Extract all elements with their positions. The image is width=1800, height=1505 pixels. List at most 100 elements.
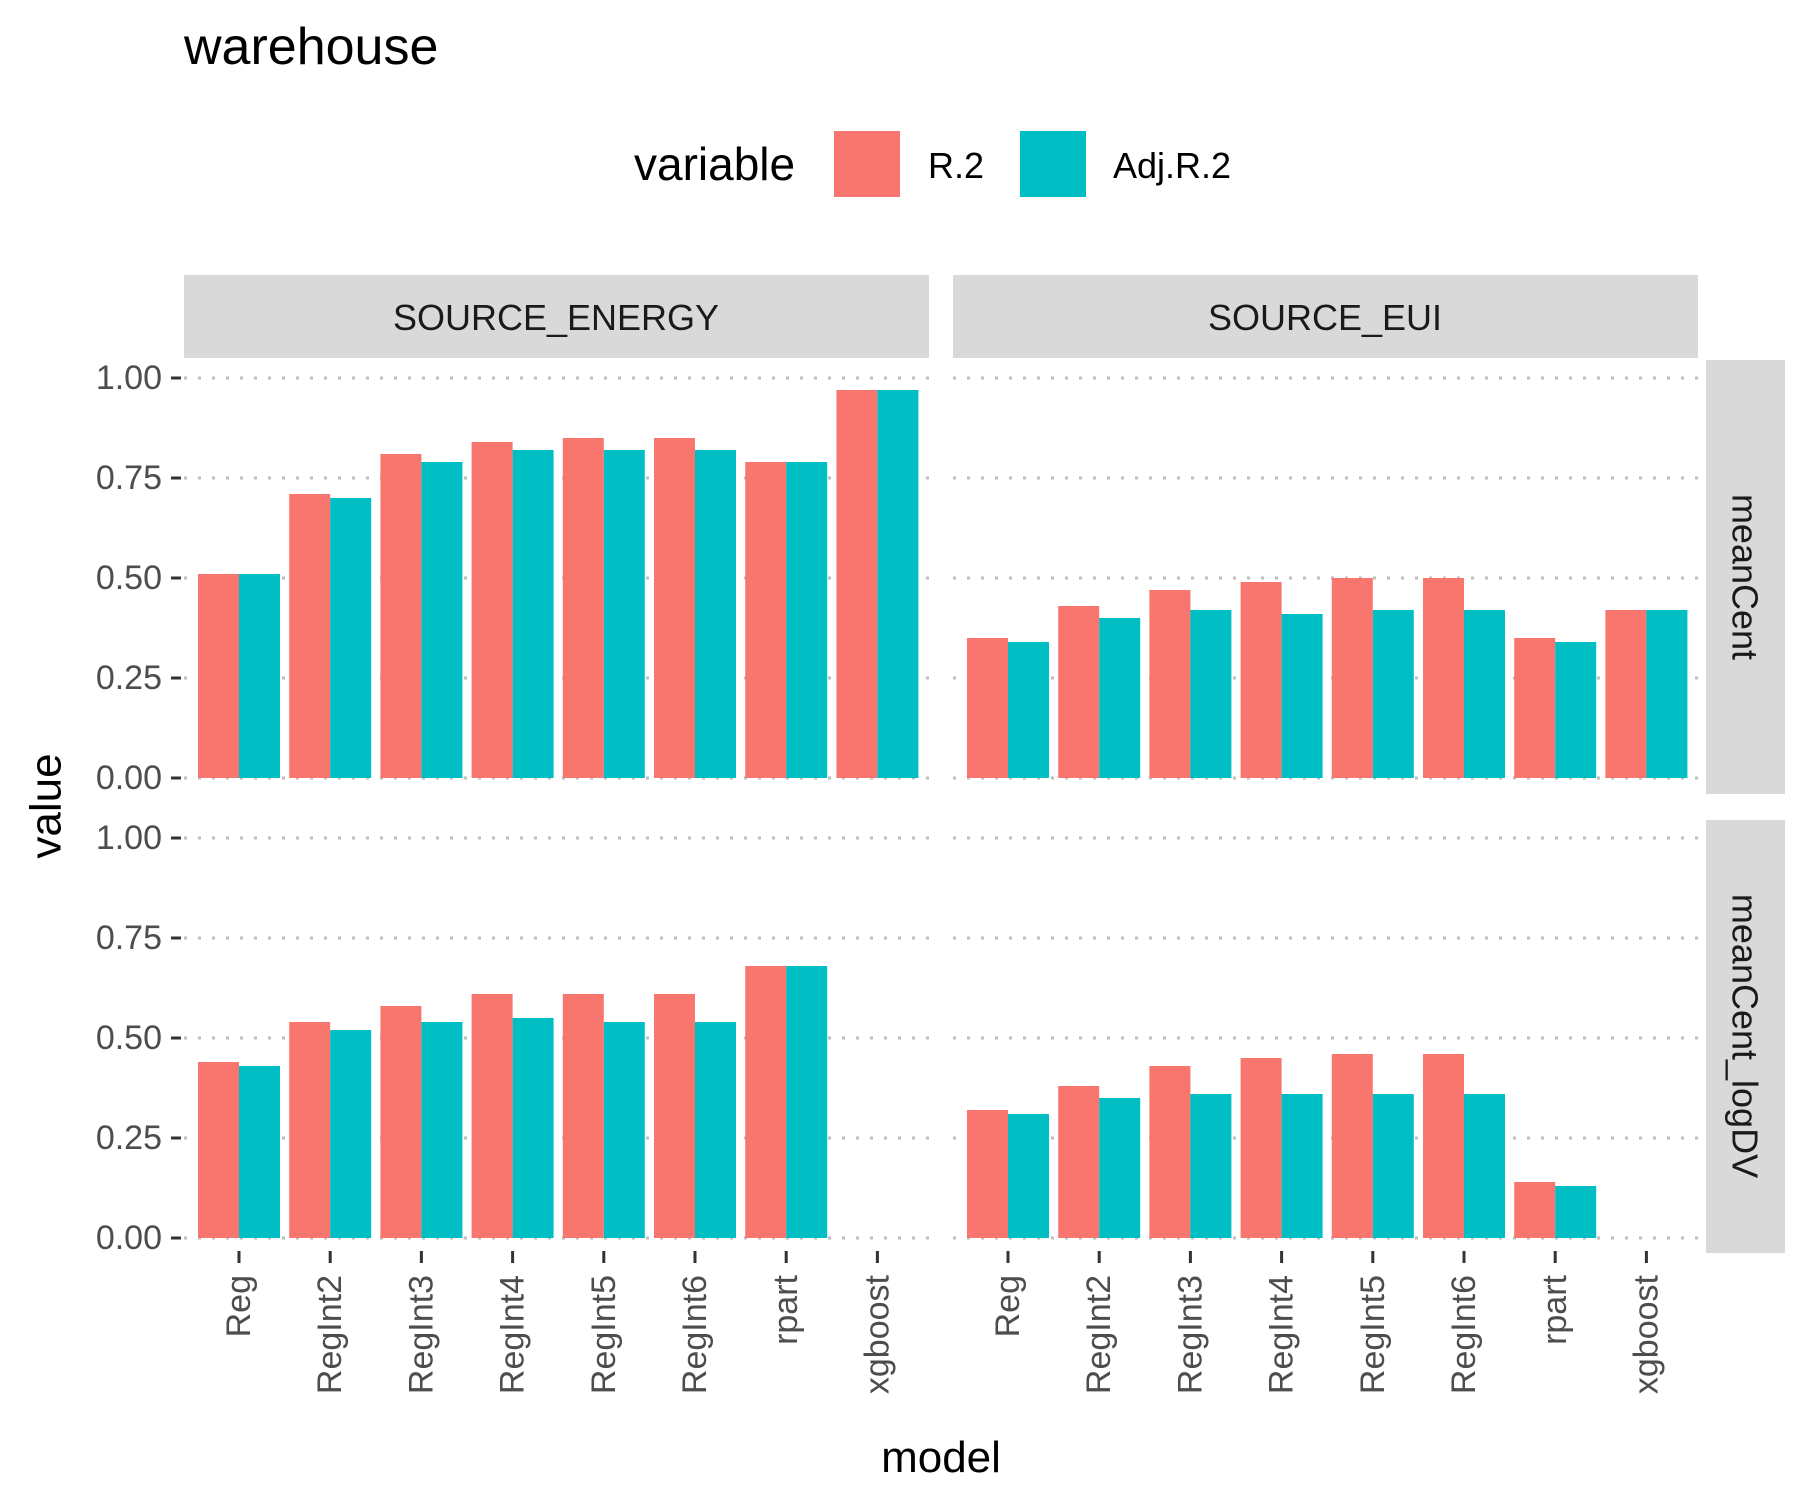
bar-adj-r2	[330, 498, 372, 778]
bar-r2	[745, 462, 787, 778]
bar-adj-r2	[1555, 642, 1597, 778]
bar-adj-r2	[695, 450, 736, 778]
bar-adj-r2	[1464, 1094, 1505, 1238]
bar-adj-r2	[1190, 610, 1232, 778]
x-tick-label: rpart	[1536, 1274, 1574, 1344]
bar-r2	[1149, 1066, 1191, 1238]
bar-adj-r2	[1372, 1094, 1414, 1238]
bar-r2	[1423, 578, 1464, 778]
bar-r2	[1605, 610, 1647, 778]
bar-r2	[471, 442, 513, 778]
bar-r2	[1514, 1182, 1556, 1238]
bar-r2	[654, 994, 695, 1238]
bar-adj-r2	[1008, 642, 1049, 778]
bar-adj-r2	[603, 450, 645, 778]
bar-adj-r2	[1008, 1114, 1049, 1238]
bar-adj-r2	[421, 462, 463, 778]
bar-adj-r2	[239, 574, 280, 778]
y-tick-label: 1.00	[96, 819, 162, 857]
bar-r2	[1331, 1054, 1373, 1238]
bar-r2	[967, 1110, 1008, 1238]
x-tick-label: RegInt3	[1171, 1275, 1209, 1394]
bar-adj-r2	[1464, 610, 1505, 778]
bar-adj-r2	[1555, 1186, 1597, 1238]
bar-adj-r2	[1099, 618, 1141, 778]
y-tick-label: 1.00	[96, 359, 162, 397]
bar-r2	[380, 454, 422, 778]
bar-adj-r2	[239, 1066, 280, 1238]
axis-layer: 0.00 0.25 0.50 0.75 1.00 0.00 0.25 0.50 0.75 1.00…	[96, 359, 1666, 1394]
legend: variable R.2 Adj.R.2	[634, 131, 1231, 197]
y-tick-label: 0.25	[96, 659, 162, 697]
bar-r2	[836, 390, 878, 778]
y-tick-label: 0.50	[96, 559, 162, 597]
x-tick-label: xgboost	[1627, 1274, 1665, 1394]
bar-adj-r2	[421, 1022, 463, 1238]
legend-title: variable	[634, 138, 795, 190]
y-tick-label: 0.50	[96, 1019, 162, 1057]
x-tick-label: Reg	[989, 1275, 1027, 1337]
bar-adj-r2	[786, 966, 828, 1238]
bar-adj-r2	[512, 1018, 554, 1238]
bar-r2	[289, 1022, 331, 1238]
bar-adj-r2	[512, 450, 554, 778]
bar-r2	[380, 1006, 422, 1238]
x-tick-label: RegInt4	[1263, 1275, 1301, 1394]
y-tick-label: 0.00	[96, 759, 162, 797]
x-tick-label: RegInt5	[585, 1275, 623, 1394]
strip-label-meancent: meanCent	[1725, 494, 1766, 660]
bar-r2	[289, 494, 331, 778]
legend-label-adj-r2: Adj.R.2	[1113, 145, 1231, 186]
strip-label-meancent-logdv: meanCent_logDV	[1725, 894, 1766, 1178]
legend-label-r2: R.2	[928, 145, 984, 186]
x-tick-label: RegInt2	[1080, 1275, 1118, 1394]
bar-adj-r2	[877, 390, 919, 778]
y-axis-title: value	[22, 753, 71, 858]
bar-adj-r2	[1190, 1094, 1232, 1238]
x-tick-label: RegInt6	[1445, 1275, 1483, 1394]
bar-r2	[1058, 1086, 1100, 1238]
bar-r2	[1331, 578, 1373, 778]
bar-r2	[745, 966, 787, 1238]
legend-key-adj-r2	[1020, 131, 1086, 197]
bar-adj-r2	[1646, 610, 1688, 778]
x-tick-label: RegInt2	[311, 1275, 349, 1394]
bar-r2	[1058, 606, 1100, 778]
y-tick-label: 0.75	[96, 459, 162, 497]
bar-r2	[1149, 590, 1191, 778]
x-tick-label: xgboost	[858, 1274, 896, 1394]
bar-adj-r2	[1281, 614, 1323, 778]
x-axis-title: model	[881, 1433, 1001, 1482]
x-tick-label: RegInt3	[402, 1275, 440, 1394]
x-tick-label: RegInt6	[676, 1275, 714, 1394]
strip-row-meancent-logdv	[1706, 820, 1785, 1253]
bar-adj-r2	[1099, 1098, 1141, 1238]
bar-r2	[967, 638, 1008, 778]
strip-col-source-eui	[953, 275, 1698, 358]
bar-r2	[198, 1062, 239, 1238]
bar-r2	[562, 994, 604, 1238]
x-tick-label: rpart	[767, 1274, 805, 1344]
bar-adj-r2	[1281, 1094, 1323, 1238]
bar-r2	[198, 574, 239, 778]
bar-adj-r2	[1372, 610, 1414, 778]
y-tick-label: 0.25	[96, 1119, 162, 1157]
x-tick-label: RegInt5	[1354, 1275, 1392, 1394]
y-tick-label: 0.75	[96, 919, 162, 957]
bar-adj-r2	[695, 1022, 736, 1238]
strip-row-meancent	[1706, 360, 1785, 794]
x-tick-label: RegInt4	[494, 1275, 532, 1394]
y-tick-label: 0.00	[96, 1219, 162, 1257]
bar-adj-r2	[603, 1022, 645, 1238]
x-tick-label: Reg	[220, 1275, 258, 1337]
strip-col-source-energy	[184, 275, 929, 358]
bar-r2	[654, 438, 695, 778]
bars-layer	[198, 390, 1688, 1238]
bar-r2	[1240, 582, 1282, 778]
strip-label-source-eui: SOURCE_EUI	[1208, 297, 1442, 338]
bar-r2	[562, 438, 604, 778]
bar-r2	[471, 994, 513, 1238]
bar-adj-r2	[786, 462, 828, 778]
bar-r2	[1423, 1054, 1464, 1238]
